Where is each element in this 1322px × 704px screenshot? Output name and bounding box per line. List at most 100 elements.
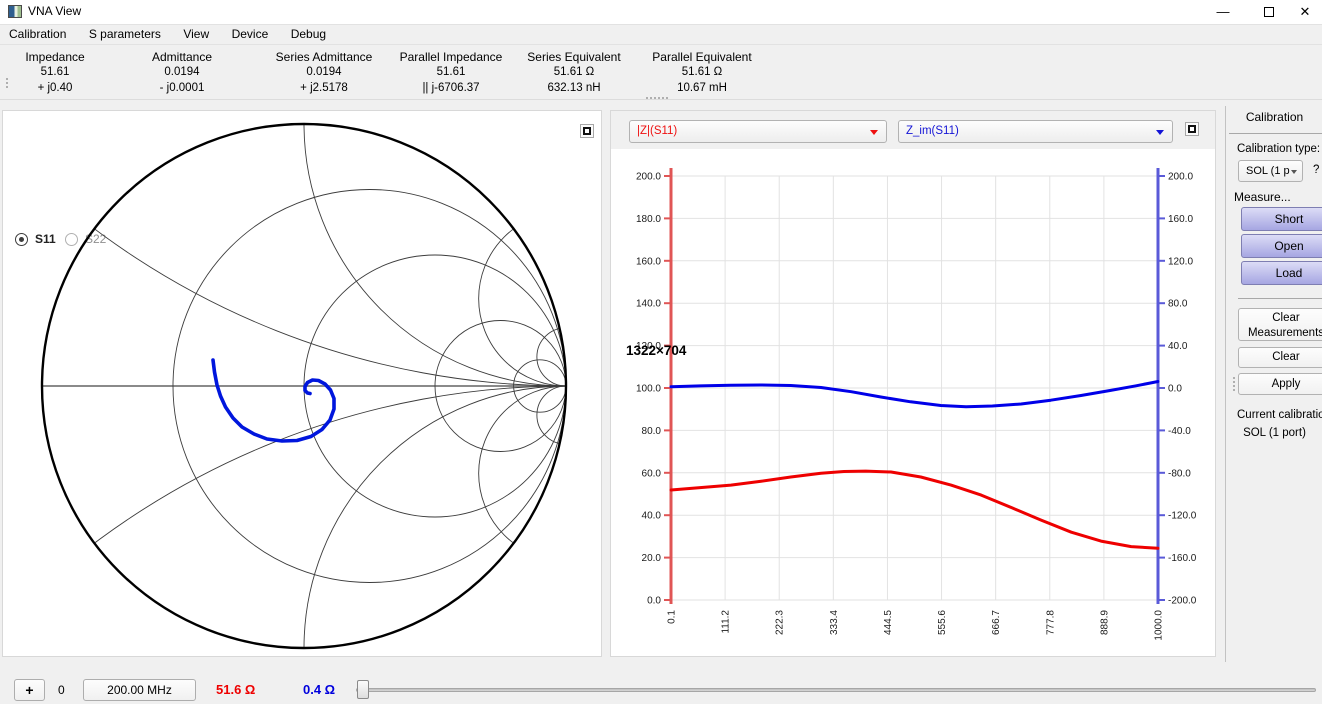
chevron-down-icon xyxy=(1291,170,1297,174)
x-tick-label: 111.2 xyxy=(721,610,732,634)
right-tick-label: -120.0 xyxy=(1168,511,1197,522)
add-marker-button[interactable]: + xyxy=(14,679,45,701)
close-button[interactable]: ✕ xyxy=(1299,4,1311,19)
x-tick-label: 555.6 xyxy=(937,610,948,635)
right-tick-label: 160.0 xyxy=(1168,214,1193,225)
measure-short-button[interactable]: Short xyxy=(1241,207,1322,231)
smith-chart xyxy=(40,122,568,650)
right-tick-label: -200.0 xyxy=(1168,596,1197,607)
smith-popout-button[interactable] xyxy=(580,124,594,138)
reactance-arc xyxy=(536,385,565,445)
frequency-slider-handle[interactable] xyxy=(357,680,369,699)
left-tick-label: 200.0 xyxy=(636,172,661,183)
current-calibration-value: SOL (1 port) xyxy=(1243,427,1306,439)
menu-view[interactable]: View xyxy=(183,27,210,41)
reactance-arc xyxy=(43,385,565,647)
clear-button[interactable]: Clear xyxy=(1238,347,1322,368)
right-tick-label: -160.0 xyxy=(1168,553,1197,564)
chevron-down-icon xyxy=(1156,130,1164,135)
measurement-toolbar: Impedance 51.61 + j0.40 Admittance 0.019… xyxy=(0,46,1322,100)
calibration-type-value: SOL (1 p xyxy=(1246,165,1290,177)
apply-button[interactable]: Apply xyxy=(1238,373,1322,395)
line-chart-panel: |Z|(S11) Z_im(S11) 200.0 180.0 160.0 140.0 1… xyxy=(610,110,1216,657)
splitter-handle-dots[interactable] xyxy=(646,97,668,99)
x-tick-label: 888.9 xyxy=(1099,610,1110,635)
reactance-arc xyxy=(478,210,565,387)
frequency-slider-track[interactable] xyxy=(356,688,1316,692)
impedance-plot: 200.0 180.0 160.0 140.0 120.0 100.0 80.0 60.0 40… xyxy=(636,168,1197,641)
calibration-sidebar: Calibration Calibration type: SOL (1 p ?… xyxy=(1225,106,1322,662)
apply-drag-handle xyxy=(1233,377,1235,391)
minimize-button[interactable]: — xyxy=(1216,4,1230,19)
left-tick-label: 60.0 xyxy=(642,468,662,479)
trace1-select-value: |Z|(S11) xyxy=(637,125,678,137)
trace2-select[interactable]: Z_im(S11) xyxy=(898,120,1173,143)
smith-outer-circle xyxy=(40,122,568,650)
left-tick-label: 80.0 xyxy=(642,426,662,437)
x-tick-label: 222.3 xyxy=(775,610,786,635)
x-tick-label: 333.4 xyxy=(829,610,840,635)
menu-debug[interactable]: Debug xyxy=(290,27,327,41)
left-tick-label: 180.0 xyxy=(636,214,661,225)
trace-z-im xyxy=(669,380,1160,409)
app-icon xyxy=(8,5,22,18)
left-tick-label: 120.0 xyxy=(636,341,661,352)
right-tick-label: 80.0 xyxy=(1168,299,1188,310)
reactance-arc xyxy=(303,125,565,387)
menu-calibration[interactable]: Calibration xyxy=(9,27,67,41)
sidebar-title: Calibration xyxy=(1245,110,1304,124)
menu-device[interactable]: Device xyxy=(231,27,269,41)
trace2-select-value: Z_im(S11) xyxy=(906,125,959,137)
trace-z-mag xyxy=(669,469,1160,550)
marker-impedance-imag: 0.4 Ω xyxy=(303,682,336,697)
smith-chart-panel: S11 S22 xyxy=(2,110,602,657)
x-tick-label: 1000.0 xyxy=(1154,610,1165,641)
popout-icon xyxy=(1188,125,1196,133)
radio-s11[interactable] xyxy=(15,233,28,246)
measure-label: Measure... xyxy=(1234,190,1291,204)
x-tick-label: 777.8 xyxy=(1045,610,1056,635)
right-tick-label: 0.0 xyxy=(1168,384,1182,395)
x-tick-label: 0.1 xyxy=(667,610,678,624)
popout-icon xyxy=(583,127,591,135)
calibration-type-select[interactable]: SOL (1 p xyxy=(1238,160,1303,182)
window-title: VNA View xyxy=(28,4,82,18)
menu-s-parameters[interactable]: S parameters xyxy=(88,27,161,41)
measure-open-button[interactable]: Open xyxy=(1241,234,1322,258)
x-tick-label: 444.5 xyxy=(883,610,894,635)
right-tick-label: -80.0 xyxy=(1168,468,1191,479)
maximize-icon xyxy=(1264,7,1274,17)
toolbar-drag-handle[interactable] xyxy=(6,78,8,88)
parallel-impedance-readout: Parallel Impedance 51.61 || j-6706.37 xyxy=(399,50,503,94)
right-tick-label: 200.0 xyxy=(1168,172,1193,183)
marker-frequency-button[interactable]: 200.00 MHz xyxy=(83,679,196,701)
s11-trace xyxy=(211,358,336,443)
x-tick-label: 666.7 xyxy=(991,610,1002,635)
radio-s11-label[interactable]: S11 xyxy=(35,232,56,246)
divider xyxy=(1229,133,1322,134)
radio-s22[interactable] xyxy=(65,233,78,246)
reactance-arc xyxy=(303,385,565,647)
left-tick-label: 40.0 xyxy=(642,511,662,522)
chart-header: |Z|(S11) Z_im(S11) xyxy=(611,111,1215,149)
left-tick-label: 160.0 xyxy=(636,256,661,267)
right-tick-label: -40.0 xyxy=(1168,426,1191,437)
clear-measurements-button[interactable]: Clear Measurements xyxy=(1238,308,1322,341)
calibration-help-button[interactable]: ? xyxy=(1313,164,1320,176)
marker-index: 0 xyxy=(58,683,65,697)
maximize-button[interactable] xyxy=(1252,0,1286,24)
menu-bar: Calibration S parameters View Device Deb… xyxy=(0,24,1322,45)
title-bar: VNA View — ✕ xyxy=(0,0,1322,24)
measure-load-button[interactable]: Load xyxy=(1241,261,1322,285)
series-equivalent-readout: Series Equivalent 51.61 Ω 632.13 nH xyxy=(527,50,621,94)
chevron-down-icon xyxy=(870,130,878,135)
left-tick-label: 140.0 xyxy=(636,299,661,310)
left-tick-label: 100.0 xyxy=(636,384,661,395)
reactance-arc xyxy=(536,327,565,387)
chart-popout-button[interactable] xyxy=(1185,122,1199,136)
right-tick-label: 120.0 xyxy=(1168,256,1193,267)
trace1-select[interactable]: |Z|(S11) xyxy=(629,120,887,143)
left-tick-label: 20.0 xyxy=(642,553,662,564)
admittance-readout: Admittance 0.0194 - j0.0001 xyxy=(151,50,213,94)
impedance-readout: Impedance 51.61 + j0.40 xyxy=(25,50,85,94)
